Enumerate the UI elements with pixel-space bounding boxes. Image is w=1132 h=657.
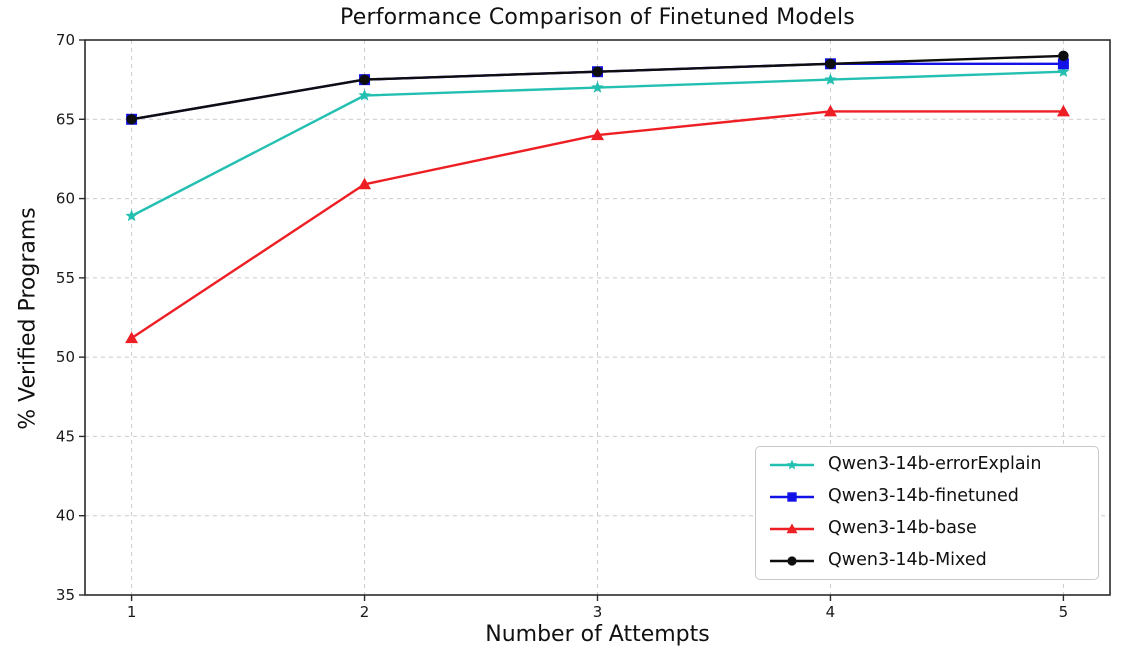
legend-item: Qwen3-14b-errorExplain: [768, 451, 1098, 479]
series-marker-square: [1057, 58, 1069, 70]
legend-label: Qwen3-14b-errorExplain: [828, 454, 1042, 475]
series-marker-star: [125, 209, 138, 222]
x-axis-label: Number of Attempts: [485, 622, 710, 647]
series-marker-triangle: [591, 128, 604, 141]
series-marker-circle: [126, 114, 137, 125]
legend-label: Qwen3-14b-Mixed: [828, 550, 987, 571]
series-marker-circle: [825, 58, 836, 69]
series-marker-star: [824, 73, 837, 85]
series-marker-triangle: [358, 177, 372, 190]
y-tick-label: 35: [56, 586, 75, 604]
x-tick-label: 2: [360, 603, 370, 621]
legend-swatch-circle: [770, 556, 814, 566]
legend-item: Qwen3-14b-finetuned: [768, 483, 1098, 511]
y-tick-label: 40: [56, 507, 75, 525]
x-tick-label: 5: [1059, 603, 1069, 621]
y-tick-label: 60: [56, 190, 75, 208]
y-tick-label: 50: [56, 348, 75, 366]
legend-item: Qwen3-14b-base: [768, 515, 1098, 543]
series-marker-circle: [1058, 50, 1069, 62]
x-tick-label: 1: [127, 603, 137, 621]
legend-label: Qwen3-14b-base: [828, 518, 977, 539]
legend-item: Qwen3-14b-Mixed: [768, 547, 1098, 575]
legend-swatch-triangle: [770, 523, 814, 534]
chart-title: Performance Comparison of Finetuned Mode…: [340, 5, 855, 30]
series-marker-circle: [592, 66, 603, 77]
series-marker-triangle: [823, 104, 837, 117]
series-marker-star: [591, 81, 604, 93]
series-marker-triangle: [125, 331, 139, 344]
x-tick-label: 3: [593, 603, 603, 621]
series-marker-triangle: [1056, 104, 1070, 117]
legend-label: Qwen3-14b-finetuned: [828, 486, 1019, 507]
y-tick-label: 45: [56, 427, 75, 445]
legend-swatch-square: [770, 492, 814, 502]
y-tick-label: 70: [56, 31, 75, 49]
x-tick-label: 4: [826, 603, 836, 621]
series-marker-circle: [359, 74, 370, 85]
y-tick-label: 55: [56, 269, 75, 287]
legend: Qwen3-14b-errorExplain Qwen3-14b-finetune…: [755, 446, 1099, 580]
series-marker-star: [1057, 65, 1070, 77]
y-tick-label: 65: [56, 110, 75, 128]
legend-swatch-star: [770, 459, 814, 470]
series-marker-star: [358, 89, 371, 101]
